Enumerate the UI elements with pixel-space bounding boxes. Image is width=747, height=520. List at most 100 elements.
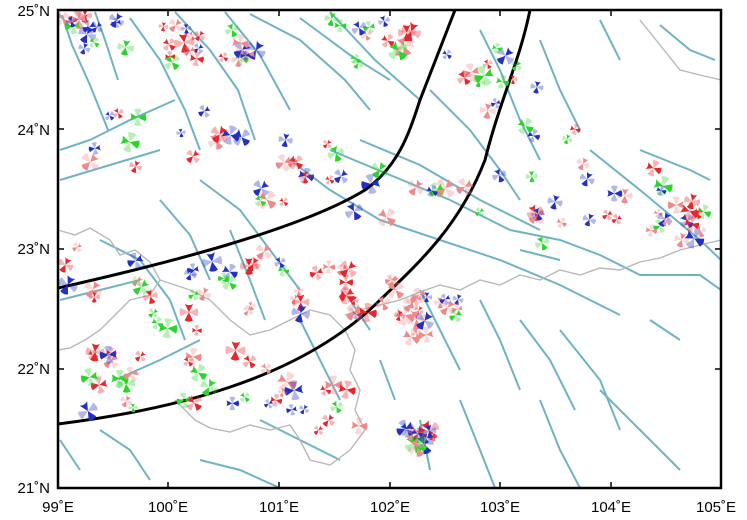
focal-mechanism-symbol [299, 404, 309, 415]
focal-mechanism-symbol [279, 197, 289, 207]
focal-mechanism-symbol [569, 123, 581, 135]
focal-mechanism-symbol [309, 265, 324, 280]
focal-mechanism-symbol [222, 275, 237, 291]
focal-mechanism-symbol [197, 286, 211, 301]
focal-mechanism-symbol [148, 308, 159, 318]
focal-mechanism-symbol [275, 154, 293, 172]
focal-mechanism-symbol [174, 33, 195, 53]
x-tick-label: 102˚E [370, 499, 410, 516]
focal-mechanism-symbol [408, 438, 426, 457]
focal-mechanism-symbol [530, 80, 544, 94]
focal-mechanism-symbol [299, 171, 312, 184]
x-axis-labels: 99˚E 100˚E 101˚E 102˚E 103˚E 104˚E 105˚E [42, 499, 736, 516]
focal-mechanism-symbol [394, 36, 414, 56]
x-tick-label: 99˚E [42, 499, 74, 516]
map-content [58, 10, 721, 488]
focal-mechanism-symbol [231, 53, 246, 67]
focal-mechanism-symbol [255, 243, 272, 260]
focal-mechanism-symbol [653, 176, 673, 196]
focal-mechanism-symbol [198, 105, 211, 118]
focal-mechanism-symbol [349, 295, 359, 305]
focal-mechanism-symbol [684, 193, 701, 209]
focal-mechanism-symbol [179, 303, 199, 322]
focal-mechanism-symbol [158, 22, 169, 32]
national-border [58, 19, 721, 466]
focal-mechanism-symbol [602, 209, 613, 221]
focal-mechanism-symbol [407, 179, 424, 196]
focal-mechanism-symbol [276, 371, 297, 392]
focal-mechanism-symbol [117, 39, 134, 56]
focal-mechanism-symbol [128, 403, 138, 413]
focal-mechanism-symbol [297, 167, 314, 184]
focal-mechanism-symbol [112, 107, 124, 119]
focal-mechanism-symbol [225, 341, 246, 361]
focal-mechanism-symbol [645, 224, 658, 237]
focal-mechanism-symbol [491, 98, 501, 109]
map-frame [56, 8, 723, 490]
focal-mechanism-symbol [58, 275, 78, 295]
focal-mechanism-symbol [189, 51, 204, 66]
focal-mechanism-symbol [120, 395, 133, 407]
focal-mechanism-symbol [242, 354, 257, 369]
focal-mechanism-symbol [278, 133, 293, 147]
focal-mechanism-symbol [194, 30, 206, 41]
focal-mechanism-symbol [176, 128, 186, 138]
focal-mechanism-symbol [225, 22, 240, 37]
y-tick-label: 24˚N [17, 122, 50, 139]
focal-mechanism-symbol [184, 268, 197, 281]
focal-mechanisms [58, 10, 711, 457]
focal-mechanism-symbol [351, 20, 367, 36]
focal-mechanism-symbol [439, 299, 456, 316]
focal-mechanism-symbol [91, 21, 103, 33]
focal-mechanism-symbol [527, 129, 540, 143]
focal-mechanism-symbol [528, 208, 546, 225]
focal-mechanism-symbol [371, 161, 388, 179]
focal-mechanism-symbol [290, 294, 300, 305]
focal-mechanism-symbol [655, 185, 667, 196]
focal-mechanism-symbol [456, 178, 474, 196]
focal-mechanism-symbol [496, 47, 515, 65]
focal-mechanism-symbol [81, 153, 99, 171]
focal-mechanism-symbol [184, 348, 202, 366]
focal-mechanism-symbol [375, 296, 391, 311]
focal-mechanism-symbol [168, 18, 183, 33]
focal-mechanism-symbol [254, 194, 266, 207]
focal-mechanism-symbol [284, 380, 304, 400]
focal-mechanism-symbol [556, 217, 567, 228]
focal-mechanism-symbol [434, 297, 446, 309]
focal-mechanism-symbol [401, 21, 421, 42]
focal-mechanism-symbol [269, 394, 283, 407]
focal-mechanism-symbol [132, 276, 143, 287]
focal-mechanism-symbol [78, 42, 91, 55]
focal-mechanism-symbol [457, 70, 472, 85]
focal-mechanism-symbol [221, 263, 238, 280]
focal-mechanism-symbol [186, 395, 202, 411]
focal-mechanism-symbol [103, 353, 119, 369]
focal-mechanism-symbol [78, 401, 98, 421]
focal-mechanism-symbol [322, 260, 336, 274]
focal-mechanism-symbol [85, 343, 105, 362]
focal-mechanism-symbol [253, 180, 270, 197]
focal-mechanism-symbol [143, 289, 158, 304]
focal-mechanism-symbol [135, 350, 146, 362]
focal-mechanism-symbol [191, 325, 202, 336]
x-tick-label: 104˚E [591, 499, 631, 516]
focal-mechanism-symbol [124, 366, 140, 382]
focal-mechanism-symbol [475, 207, 485, 217]
focal-mechanism-symbol [129, 160, 142, 173]
focal-mechanism-symbol [352, 58, 364, 69]
focal-mechanism-symbol [133, 278, 150, 296]
x-tick-label: 100˚E [148, 499, 188, 516]
focal-mechanism-symbol [435, 178, 455, 198]
focal-mechanism-symbol [378, 15, 390, 27]
focal-mechanism-symbol [313, 425, 324, 436]
y-tick-label: 23˚N [17, 241, 50, 258]
focal-mechanism-symbol [363, 20, 376, 34]
focal-mechanism-symbol [193, 43, 204, 54]
focal-mechanism-symbol [158, 318, 178, 339]
fault-lines [59, 11, 721, 488]
focal-mechanism-symbol [547, 194, 563, 210]
focal-mechanism-symbol [164, 54, 180, 70]
focal-mechanism-symbol [187, 263, 200, 276]
focal-mechanism-symbol [441, 49, 452, 60]
